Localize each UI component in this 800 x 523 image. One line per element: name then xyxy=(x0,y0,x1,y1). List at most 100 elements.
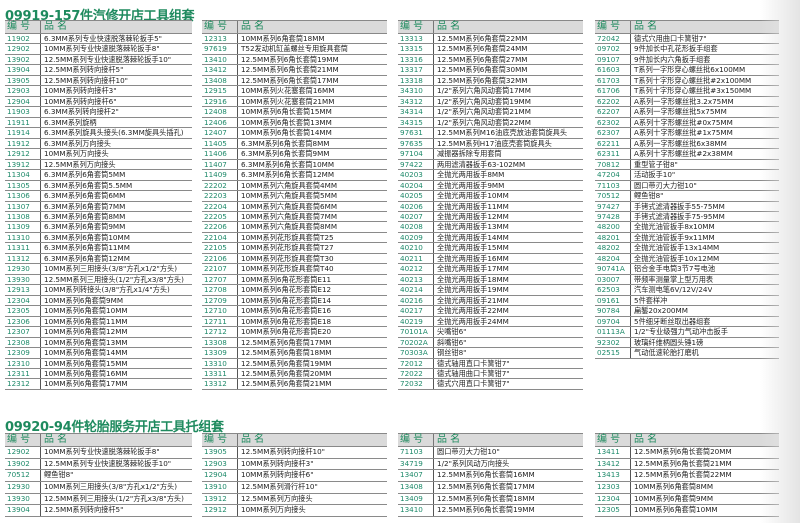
item-code: 13902 xyxy=(5,54,41,65)
item-code: 47204 xyxy=(595,170,631,180)
table-row: 12912 10MM系列万向接头 xyxy=(202,505,387,518)
header-code: 编 号 xyxy=(5,21,41,33)
item-code: 40219 xyxy=(398,316,434,327)
table-row: 40209 全抛光两用扳手14MM xyxy=(398,232,583,244)
table-header: 编 号品 名 xyxy=(202,433,387,447)
item-code: 13407 xyxy=(398,470,434,482)
item-code: 97619 xyxy=(202,44,238,54)
table-row: 34312 1/2"系列六角风动套筒19MM xyxy=(398,96,583,108)
table-row: 13308 12.5MM系列6角套筒17MM xyxy=(202,337,387,349)
item-name: 德式轴用直口卡簧钳7" xyxy=(437,358,510,368)
item-name: 10MM系列六角旋具套筒7MM xyxy=(241,211,338,221)
table-row: 11309 6.3MM系列6角套筒9MM xyxy=(5,222,192,233)
table-row: 12406 10MM系列6角长套筒13MM xyxy=(202,117,387,129)
item-name: 10MM系列专业快速脱落棘轮扳手8" xyxy=(44,447,160,456)
item-code: 62307 xyxy=(595,128,631,138)
item-name: A系列十字形螺丝批#0x75MM xyxy=(634,117,733,127)
table-row: 11305 6.3MM系列6角套筒5.5MM xyxy=(5,180,192,192)
item-name: 全抛光两用扳手21MM xyxy=(437,295,509,305)
item-code: 40213 xyxy=(398,274,434,285)
header-name: 品 名 xyxy=(44,21,68,32)
parts-table: 编 号品 名 13313 12.5MM系列6角套筒22MM 13315 12.5MM系列… xyxy=(398,20,583,390)
item-code: 62207 xyxy=(595,107,631,117)
item-name: 全抛光两用扳手9MM xyxy=(437,180,505,190)
item-name: 10MM系列专业快速脱落棘轮扳手8" xyxy=(44,44,160,54)
item-name: 钢丝钳8" xyxy=(437,348,467,358)
item-name: 12.5MM系列滑行杆10" xyxy=(241,482,318,492)
header-code: 编 号 xyxy=(5,434,41,446)
item-code: 12930 xyxy=(5,264,41,274)
item-code: 71103 xyxy=(398,447,434,458)
item-name: 10MM系列6角套筒13MM xyxy=(44,337,128,347)
item-code: 13905 xyxy=(5,75,41,86)
item-code: 12902 xyxy=(5,447,41,458)
item-name: 6.3MM系列旋柄 xyxy=(44,117,97,127)
item-code: 22107 xyxy=(202,264,238,274)
item-code: 40216 xyxy=(398,295,434,306)
table-row: 12904 10MM系列转向接杆6" xyxy=(202,470,387,483)
table-header: 编 号品 名 xyxy=(202,20,387,34)
item-name: 6.3MM系列专业快速脱落棘轮扳手5" xyxy=(44,34,162,43)
table-row: 13311 12.5MM系列6角套筒20MM xyxy=(202,369,387,380)
table-row: 12711 10MM系列6角花形套筒E18 xyxy=(202,316,387,328)
item-code: 11407 xyxy=(202,159,238,170)
item-code: 12708 xyxy=(202,285,238,295)
item-code: 11911 xyxy=(5,117,41,128)
item-name: 12.5MM系列转向接杆10" xyxy=(241,447,325,456)
table-row: 12303 10MM系列6角套筒8MM xyxy=(595,482,779,494)
item-name: 10MM系列转向接杆3" xyxy=(44,86,117,96)
item-name: 6.3MM系列6角套筒12MM xyxy=(44,253,130,263)
table-row: 11312 6.3MM系列6角套筒12MM xyxy=(5,253,192,265)
table-row: 72012 德式轴用直口卡簧钳7" xyxy=(398,358,583,369)
table-row: 13409 12.5MM系列6角长套筒18MM xyxy=(398,493,583,506)
header-code: 编 号 xyxy=(595,21,631,33)
item-code: 13409 xyxy=(398,493,434,505)
item-name: 10MM系列花形旋具套筒T40 xyxy=(241,264,334,274)
item-name: 斜嘴钳6" xyxy=(437,337,467,347)
item-name: 10MM系列6角套筒17MM xyxy=(44,379,128,389)
item-name: 12.5MM系列M16油底壳放油套筒旋具头 xyxy=(437,128,568,138)
table-row: 12916 10MM系列火花塞套筒21MM xyxy=(202,96,387,108)
item-code: 13410 xyxy=(398,505,434,517)
item-code: 61706 xyxy=(595,86,631,96)
table-row: 70812 重型管子钳8" xyxy=(595,159,779,171)
item-code: 70202A xyxy=(398,337,434,348)
item-name: 10MM系列6角长套筒13MM xyxy=(241,117,332,127)
item-name: T系列十字形穿心螺丝批#3x150MM xyxy=(634,86,752,96)
item-code: 13902 xyxy=(5,458,41,470)
table-row: 11304 6.3MM系列6角套筒5MM xyxy=(5,170,192,181)
item-code: 12904 xyxy=(5,96,41,107)
item-code: 90784 xyxy=(595,306,631,316)
table-row: 12306 10MM系列6角套筒11MM xyxy=(5,316,192,328)
table-row: 11912 6.3MM系列万向接头 xyxy=(5,138,192,150)
item-code: 12408 xyxy=(202,107,238,117)
item-code: 11312 xyxy=(5,253,41,264)
item-name: 12.5MM系列万向接头 xyxy=(241,493,313,503)
table-row: 12903 10MM系列转向接杆3" xyxy=(202,458,387,471)
item-code: 11309 xyxy=(5,222,41,232)
item-code: 12310 xyxy=(5,358,41,368)
parts-table: 编 号品 名 13905 12.5MM系列转向接杆10" 12903 10MM系列转向接… xyxy=(202,433,387,518)
table-row: 11903 6.3MM系列转向接杆2" xyxy=(5,107,192,118)
item-name: A系列一字形螺丝批5x75MM xyxy=(634,107,727,117)
table-row: 71103 圆口带刃大力钳10" xyxy=(595,180,779,192)
parts-table: 编 号品 名 12313 10MM系列6角套筒18MM 97619 T52发动机缸盖螺丝… xyxy=(202,20,387,390)
item-code: 12309 xyxy=(5,348,41,358)
item-name: 12.5MM系列三用接头(1/2"方孔x3/8"方头) xyxy=(44,274,184,284)
item-name: 10MM系列6角套筒9MM xyxy=(44,295,124,305)
section-title: 09920-94件轮胎服务开店工具托组套 xyxy=(5,420,224,435)
item-code: 12912 xyxy=(202,505,238,517)
item-code: 11406 xyxy=(202,149,238,159)
header-name: 品 名 xyxy=(634,434,658,445)
item-name: 5件细牙断丝取出器组套 xyxy=(634,316,711,326)
item-name: 全抛光两用扳手13MM xyxy=(437,222,509,232)
header-name: 品 名 xyxy=(437,21,461,32)
table-row: 12304 10MM系列6角套筒9MM xyxy=(5,295,192,307)
item-name: 12.5MM系列6角长套筒20MM xyxy=(634,447,732,456)
item-name: A系列十字形螺丝批#2x38MM xyxy=(634,149,733,159)
table-row: 12903 10MM系列转向接杆3" xyxy=(5,86,192,97)
item-code: 97635 xyxy=(398,138,434,149)
item-code: 72022 xyxy=(398,369,434,379)
item-code: 22104 xyxy=(202,232,238,243)
item-name: 6.3MM系列旋具头接头(6.3MM旋具头插孔) xyxy=(44,128,184,138)
